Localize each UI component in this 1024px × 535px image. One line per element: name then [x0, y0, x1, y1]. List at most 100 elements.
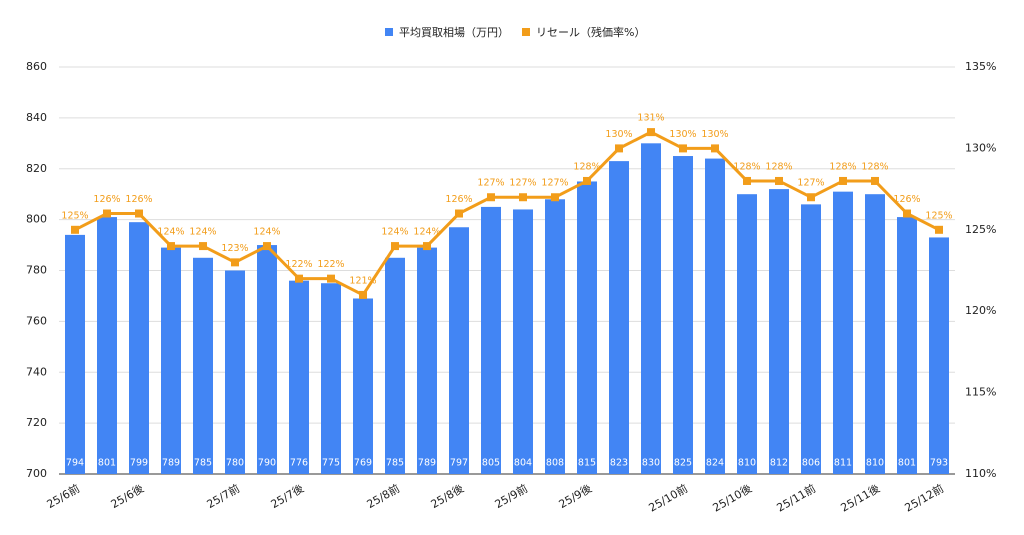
bar-value-label: 810 [738, 458, 756, 469]
line-value-label: 124% [253, 227, 280, 238]
line [74, 130, 940, 297]
bar [161, 247, 181, 474]
x-tick-label: 25/6後 [108, 481, 146, 511]
legend-label: 平均買取相場（万円） [399, 26, 509, 39]
line-value-label: 126% [93, 194, 120, 205]
line-marker [807, 193, 815, 202]
bar [769, 189, 789, 474]
line-value-label: 126% [125, 194, 152, 205]
bar-value-label: 794 [66, 458, 84, 469]
bar-value-label: 793 [930, 458, 948, 469]
bar-value-label: 801 [898, 458, 916, 469]
legend-swatch [385, 28, 393, 36]
bar [129, 222, 149, 474]
x-tick-label: 25/7後 [268, 481, 306, 511]
x-tick-label: 25/8後 [428, 481, 466, 511]
bar [801, 204, 821, 475]
line-marker [455, 209, 463, 218]
bar [481, 206, 501, 474]
bar-value-label: 806 [802, 458, 820, 469]
y-tick-label: 760 [26, 314, 47, 327]
bar [225, 270, 245, 474]
line-marker [903, 209, 911, 218]
bar-value-label: 801 [98, 458, 116, 469]
line-marker [519, 193, 527, 202]
bar-value-label: 810 [866, 458, 884, 469]
line-marker [551, 193, 559, 202]
line-marker [679, 144, 687, 153]
line-value-label: 128% [733, 161, 760, 172]
bar [417, 247, 437, 474]
y2-tick-label: 135% [965, 60, 996, 73]
line-marker [583, 176, 591, 185]
y2-tick-label: 125% [965, 223, 996, 236]
bar [673, 156, 693, 474]
y2-tick-label: 120% [965, 304, 996, 317]
bar [833, 191, 853, 475]
bar [385, 257, 405, 474]
line-marker [487, 193, 495, 202]
x-tick-label: 25/11前 [774, 481, 818, 514]
line-value-label: 121% [349, 275, 376, 286]
line-value-label: 127% [797, 178, 824, 189]
line-marker [199, 242, 207, 251]
bar [321, 283, 341, 474]
y-tick-label: 780 [26, 264, 47, 277]
x-tick-label: 25/7前 [204, 481, 242, 511]
x-tick-label: 25/11後 [838, 481, 882, 514]
bar [737, 194, 757, 474]
line-value-label: 124% [157, 227, 184, 238]
line-value-label: 127% [541, 178, 568, 189]
bar [929, 237, 949, 474]
bar [353, 298, 373, 474]
line-marker [615, 144, 623, 153]
line-value-label: 124% [413, 227, 440, 238]
y-tick-label: 700 [26, 467, 47, 480]
x-tick-label: 25/10後 [710, 481, 754, 514]
y2-tick-label: 130% [965, 141, 996, 154]
y-tick-label: 800 [26, 213, 47, 226]
bar-value-label: 825 [674, 458, 692, 469]
line-marker [231, 258, 239, 267]
line-value-label: 126% [445, 194, 472, 205]
y-tick-label: 860 [26, 60, 47, 73]
bar [897, 217, 917, 475]
line-marker [839, 176, 847, 185]
line-value-label: 125% [925, 210, 952, 221]
bar [865, 194, 885, 474]
bar [513, 209, 533, 474]
line-marker [711, 144, 719, 153]
line-value-label: 127% [477, 178, 504, 189]
bar-value-label: 776 [290, 458, 308, 469]
bar-value-label: 769 [354, 458, 372, 469]
bar [65, 234, 85, 474]
bar [289, 280, 309, 474]
y2-tick-label: 115% [965, 386, 996, 399]
bar-value-label: 808 [546, 458, 564, 469]
bar [545, 199, 565, 474]
x-tick-label: 25/8前 [364, 481, 402, 511]
line-value-label: 126% [893, 194, 920, 205]
line-value-label: 128% [573, 161, 600, 172]
line-marker [295, 274, 303, 283]
bar-value-label: 812 [770, 458, 788, 469]
line-value-label: 127% [509, 178, 536, 189]
line-marker [391, 242, 399, 251]
legend-swatch [522, 28, 530, 36]
x-tick-label: 25/6前 [44, 481, 82, 511]
bar-value-label: 815 [578, 458, 596, 469]
line-marker [263, 242, 271, 251]
line-marker [167, 242, 175, 251]
bar [705, 158, 725, 474]
line-marker [423, 242, 431, 251]
line-value-label: 122% [317, 259, 344, 270]
x-tick-label: 25/10前 [646, 481, 690, 514]
bar [641, 143, 661, 474]
line-marker [775, 176, 783, 185]
line-value-label: 125% [61, 210, 88, 221]
bar [257, 245, 277, 474]
line-marker [647, 128, 655, 137]
bar [193, 257, 213, 474]
x-tick-label: 25/9前 [492, 481, 530, 511]
